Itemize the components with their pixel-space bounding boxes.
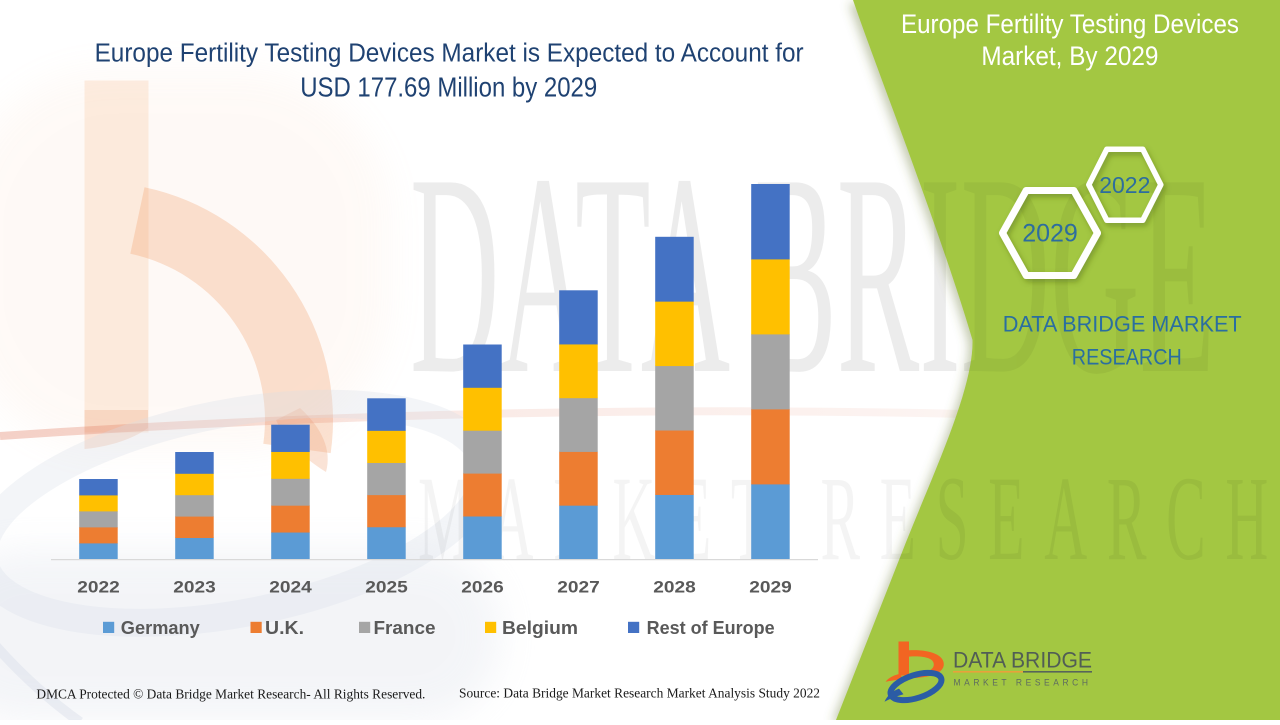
svg-text:USD 177.69 Million by 2029: USD 177.69 Million by 2029: [300, 72, 597, 103]
svg-text:Rest of Europe: Rest of Europe: [647, 618, 775, 638]
svg-text:France: France: [374, 618, 436, 638]
svg-text:Source: Data Bridge Market Res: Source: Data Bridge Market Research Mark…: [459, 686, 820, 701]
svg-text:2026: 2026: [461, 578, 504, 597]
svg-text:Europe Fertility Testing Devic: Europe Fertility Testing Devices: [901, 9, 1239, 39]
svg-text:2022: 2022: [1099, 172, 1150, 198]
svg-text:DMCA Protected © Data Bridge M: DMCA Protected © Data Bridge Market Rese…: [36, 687, 425, 702]
svg-text:RESEARCH: RESEARCH: [1072, 345, 1182, 370]
svg-text:U.K.: U.K.: [265, 618, 304, 638]
svg-text:Market, By 2029: Market, By 2029: [981, 41, 1158, 71]
svg-text:2025: 2025: [365, 578, 408, 597]
svg-text:Germany: Germany: [121, 618, 200, 638]
svg-text:2028: 2028: [653, 578, 696, 597]
svg-text:2029: 2029: [1022, 220, 1078, 248]
svg-text:2022: 2022: [77, 578, 120, 597]
svg-text:Belgium: Belgium: [502, 618, 578, 638]
svg-text:2027: 2027: [557, 578, 600, 597]
svg-text:DATA BRIDGE MARKET: DATA BRIDGE MARKET: [1003, 312, 1242, 337]
svg-text:MARKET RESEARCH: MARKET RESEARCH: [954, 678, 1092, 689]
svg-text:2024: 2024: [269, 578, 312, 597]
svg-text:2029: 2029: [749, 578, 792, 597]
svg-text:2023: 2023: [173, 578, 216, 597]
svg-text:Europe Fertility Testing Devic: Europe Fertility Testing Devices Market …: [95, 40, 804, 68]
svg-text:DATA BRIDGE: DATA BRIDGE: [953, 648, 1092, 673]
